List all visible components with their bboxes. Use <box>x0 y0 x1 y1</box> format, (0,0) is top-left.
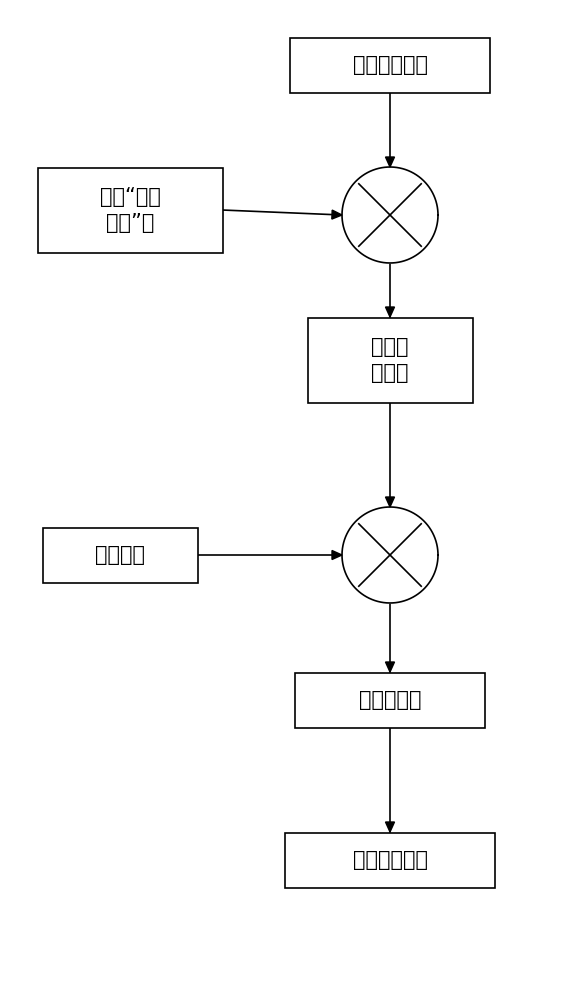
Bar <box>290 37 490 93</box>
Bar <box>37 167 223 252</box>
Polygon shape <box>386 497 394 507</box>
Polygon shape <box>342 507 438 603</box>
Text: 扩频发射信号: 扩频发射信号 <box>352 850 428 870</box>
Text: 信号取实部: 信号取实部 <box>359 690 421 710</box>
Bar <box>285 832 495 888</box>
Polygon shape <box>332 210 342 219</box>
Bar <box>307 318 473 402</box>
Polygon shape <box>332 550 342 560</box>
Polygon shape <box>342 167 438 263</box>
Polygon shape <box>386 307 394 317</box>
Polygon shape <box>386 662 394 672</box>
Text: 序列正
交组合: 序列正 交组合 <box>371 337 409 383</box>
Polygon shape <box>386 822 394 832</box>
Bar <box>295 672 485 728</box>
Text: 发射信息序列: 发射信息序列 <box>352 55 428 75</box>
Text: 生成“互补
序列”对: 生成“互补 序列”对 <box>100 187 160 233</box>
Text: 信号载波: 信号载波 <box>95 545 145 565</box>
Polygon shape <box>386 157 394 167</box>
Bar <box>42 528 197 582</box>
